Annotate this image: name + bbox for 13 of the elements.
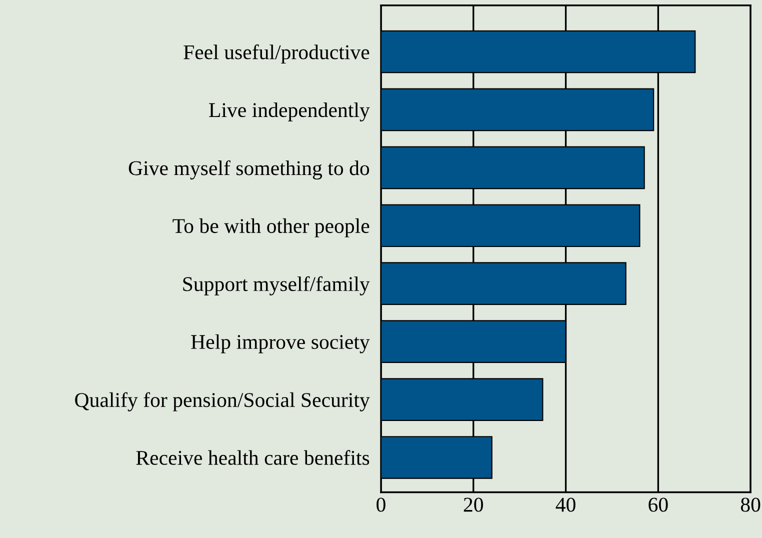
- y-tick-label: Feel useful/productive: [184, 44, 370, 64]
- y-tick-label: To be with other people: [172, 218, 370, 238]
- x-tick-label: 40: [556, 498, 576, 512]
- y-tick-label: Give myself something to do: [128, 160, 370, 180]
- x-tick-label: 80: [740, 498, 760, 512]
- y-tick-label: Receive health care benefits: [136, 450, 370, 465]
- x-tick-label: 20: [464, 498, 484, 512]
- y-tick-label: Support myself/family: [183, 276, 370, 296]
- x-tick-label: 0: [376, 498, 386, 512]
- y-tick-label: Help improve society: [191, 334, 370, 354]
- y-tick-label: Qualify for pension/Social Security: [75, 392, 370, 412]
- x-tick-label: 60: [648, 498, 668, 512]
- y-tick-label: Live independently: [209, 102, 370, 122]
